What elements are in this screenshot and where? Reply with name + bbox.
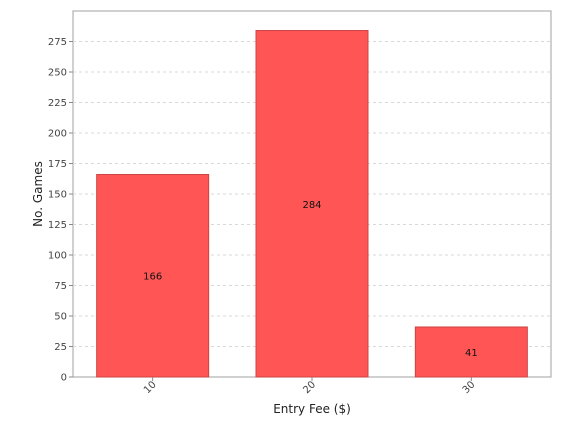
x-axis-title: Entry Fee ($) [273, 402, 351, 416]
x-tick-label: 30 [461, 379, 478, 396]
y-axis-title: No. Games [31, 161, 45, 227]
data-label: 284 [302, 200, 321, 211]
y-tick-label: 225 [48, 98, 67, 109]
bars [96, 30, 528, 378]
y-tick-label: 200 [48, 129, 67, 140]
data-label: 166 [143, 272, 162, 283]
data-labels: 166 284 41 [143, 200, 478, 359]
y-tick-label: 0 [61, 373, 67, 384]
y-axis-ticks: 0 25 50 75 100 125 150 175 200 225 250 275 [48, 37, 73, 384]
y-tick-label: 25 [54, 342, 67, 353]
y-tick-label: 150 [48, 190, 67, 201]
y-tick-label: 125 [48, 220, 67, 231]
y-tick-label: 275 [48, 37, 67, 48]
bar-10 [96, 173, 210, 378]
y-tick-label: 250 [48, 68, 67, 79]
x-tick-label: 20 [301, 379, 318, 396]
data-label: 41 [465, 348, 478, 359]
y-tick-label: 50 [54, 312, 67, 323]
y-tick-label: 175 [48, 159, 67, 170]
y-tick-label: 100 [48, 251, 67, 262]
bar-20 [255, 30, 369, 378]
y-tick-label: 75 [54, 281, 67, 292]
x-axis-ticks: 10 20 30 [142, 377, 477, 396]
x-tick-label: 10 [142, 379, 159, 396]
